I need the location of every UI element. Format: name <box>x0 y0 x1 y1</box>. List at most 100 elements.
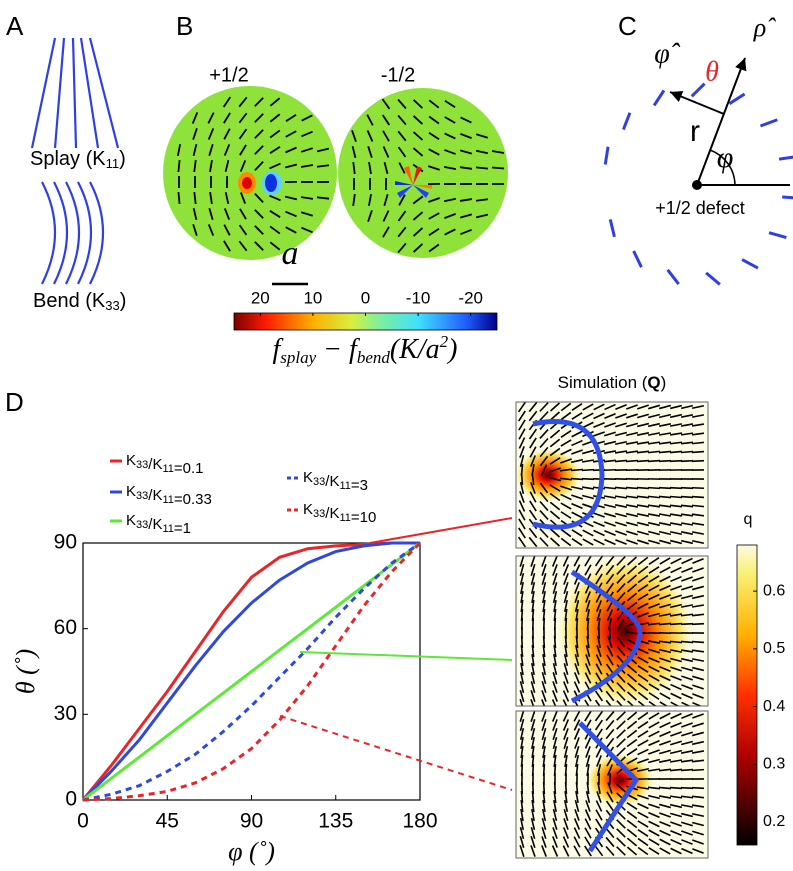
sim-director <box>604 422 616 428</box>
sim-director <box>627 700 635 706</box>
sim-director <box>614 486 628 490</box>
sim-director <box>549 429 561 439</box>
director-dash <box>652 89 666 107</box>
sim-director <box>659 594 671 600</box>
director <box>285 130 297 138</box>
sim-director <box>549 528 561 538</box>
director <box>397 210 407 222</box>
blob <box>242 177 252 189</box>
sim-director <box>518 500 526 512</box>
sim-director <box>605 719 615 731</box>
sim-director <box>563 745 569 759</box>
sim-director <box>552 573 558 585</box>
sim-director <box>681 731 693 737</box>
sim-director <box>564 790 568 804</box>
sim-director <box>605 845 615 857</box>
series-line <box>82 541 421 802</box>
sim-director <box>603 495 617 499</box>
sim-director <box>680 740 694 746</box>
sim-director <box>647 459 661 463</box>
phi-hat: φ̂ <box>654 38 680 69</box>
sim-director <box>658 432 672 436</box>
sim-director <box>605 836 615 848</box>
sim-director <box>571 502 583 510</box>
director <box>491 166 505 170</box>
sim-director <box>595 573 603 585</box>
sim-director <box>519 817 525 831</box>
legend-label: K33/K11=0.33 <box>126 483 212 508</box>
sim-director <box>670 812 682 818</box>
x-tick-label: 90 <box>240 810 263 833</box>
x-tick-label: 45 <box>156 810 179 833</box>
sim-director <box>519 680 525 694</box>
director <box>460 228 472 236</box>
sim-director <box>636 422 650 428</box>
sim-director <box>680 450 694 454</box>
sim-director <box>594 699 601 706</box>
sim-director <box>559 477 573 481</box>
sim-director <box>539 437 549 449</box>
sim-director <box>670 585 682 591</box>
sim-director <box>562 690 570 702</box>
director <box>316 196 330 200</box>
sim-director <box>570 477 584 481</box>
sim-director <box>553 790 557 804</box>
sim-director <box>518 419 526 431</box>
sim-director <box>659 603 671 609</box>
sim-director <box>606 645 614 657</box>
sim-director <box>670 675 682 681</box>
sim-director <box>560 502 572 510</box>
sim-director <box>560 485 572 491</box>
sim-director <box>541 690 547 702</box>
director <box>193 191 197 205</box>
sim-director <box>519 556 525 567</box>
sim-frame <box>515 555 709 707</box>
sim-director <box>670 712 682 720</box>
director <box>269 129 281 139</box>
sim-director <box>593 529 605 537</box>
sim-director <box>658 613 672 617</box>
x-tick-label: 135 <box>318 810 353 833</box>
sim-director <box>616 819 626 829</box>
sim-director <box>648 584 660 592</box>
sim-director <box>539 402 549 412</box>
sim-director <box>573 556 581 567</box>
director-dash <box>782 195 793 200</box>
sim-director <box>560 528 572 538</box>
sim-director <box>519 711 525 722</box>
sim-director <box>692 701 703 706</box>
director <box>269 113 281 123</box>
sim-director <box>659 847 671 855</box>
director <box>238 224 248 236</box>
sim-director <box>542 799 546 813</box>
sim-director <box>542 653 546 667</box>
sim-director <box>596 791 602 803</box>
sim-director <box>594 845 604 857</box>
director <box>239 160 247 172</box>
sim-director <box>669 413 683 419</box>
director <box>475 149 489 155</box>
sim-director <box>519 826 525 840</box>
sim-director <box>541 671 547 685</box>
sim-director <box>541 827 547 839</box>
sim-director <box>681 830 693 836</box>
sim-director <box>520 790 524 804</box>
sim-director <box>596 645 602 657</box>
sim-director <box>616 691 626 701</box>
sim-director <box>517 402 527 413</box>
director <box>351 130 357 142</box>
sim-director <box>593 512 605 518</box>
sim-director <box>637 565 649 575</box>
sim-director <box>680 495 694 499</box>
sim-director <box>581 459 595 463</box>
sim-director <box>531 644 535 658</box>
sim-director <box>529 500 537 512</box>
sim-director <box>626 757 638 765</box>
sim-director <box>669 423 683 427</box>
sim-director <box>659 701 669 706</box>
sim-director <box>553 781 557 795</box>
sim-director <box>626 413 638 419</box>
sim-director <box>563 809 569 821</box>
sim-director <box>670 701 680 706</box>
sim-director <box>597 635 601 649</box>
